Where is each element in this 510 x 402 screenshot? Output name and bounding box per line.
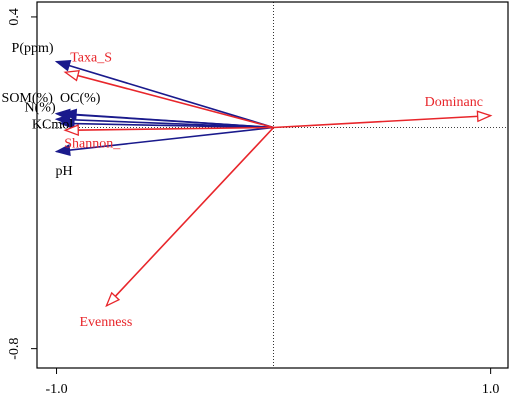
arrow-label: Taxa_S (70, 50, 112, 65)
arrowhead (105, 291, 121, 308)
arrowhead (59, 117, 75, 130)
arrowhead (54, 144, 71, 156)
x-tick-label: -1.0 (45, 382, 67, 397)
arrow-label: N(%) (25, 100, 56, 115)
arrow-shaft (62, 112, 274, 129)
arrow-label: P(ppm) (12, 41, 54, 56)
arrow-shaft (105, 126, 275, 307)
arrowhead (476, 110, 493, 123)
arrow-shaft (65, 126, 274, 132)
y-tick-label: 0.4 (7, 8, 22, 26)
arrow-label: Evenness (79, 315, 132, 330)
arrowhead (63, 124, 79, 137)
plot-frame (36, 1, 509, 369)
arrow-shaft (56, 126, 274, 153)
arrow-shaft (60, 122, 274, 129)
arrow-label: OC(%) (60, 91, 101, 106)
arrow-label: Shannon_ (64, 136, 121, 151)
arrow-label: SOM(%) (2, 91, 54, 106)
arrowhead (63, 69, 80, 82)
x-tick-label: 1.0 (482, 382, 500, 397)
arrow-shaft (56, 60, 274, 129)
arrow-shaft (273, 114, 491, 129)
arrow-label: Dominanc (425, 95, 483, 110)
arrowhead (54, 59, 72, 72)
arrow-shaft (65, 71, 274, 129)
arrow-label: pH (56, 164, 73, 179)
y-tick-label: -0.8 (7, 338, 22, 360)
arrow-label: KCmol (32, 118, 73, 133)
